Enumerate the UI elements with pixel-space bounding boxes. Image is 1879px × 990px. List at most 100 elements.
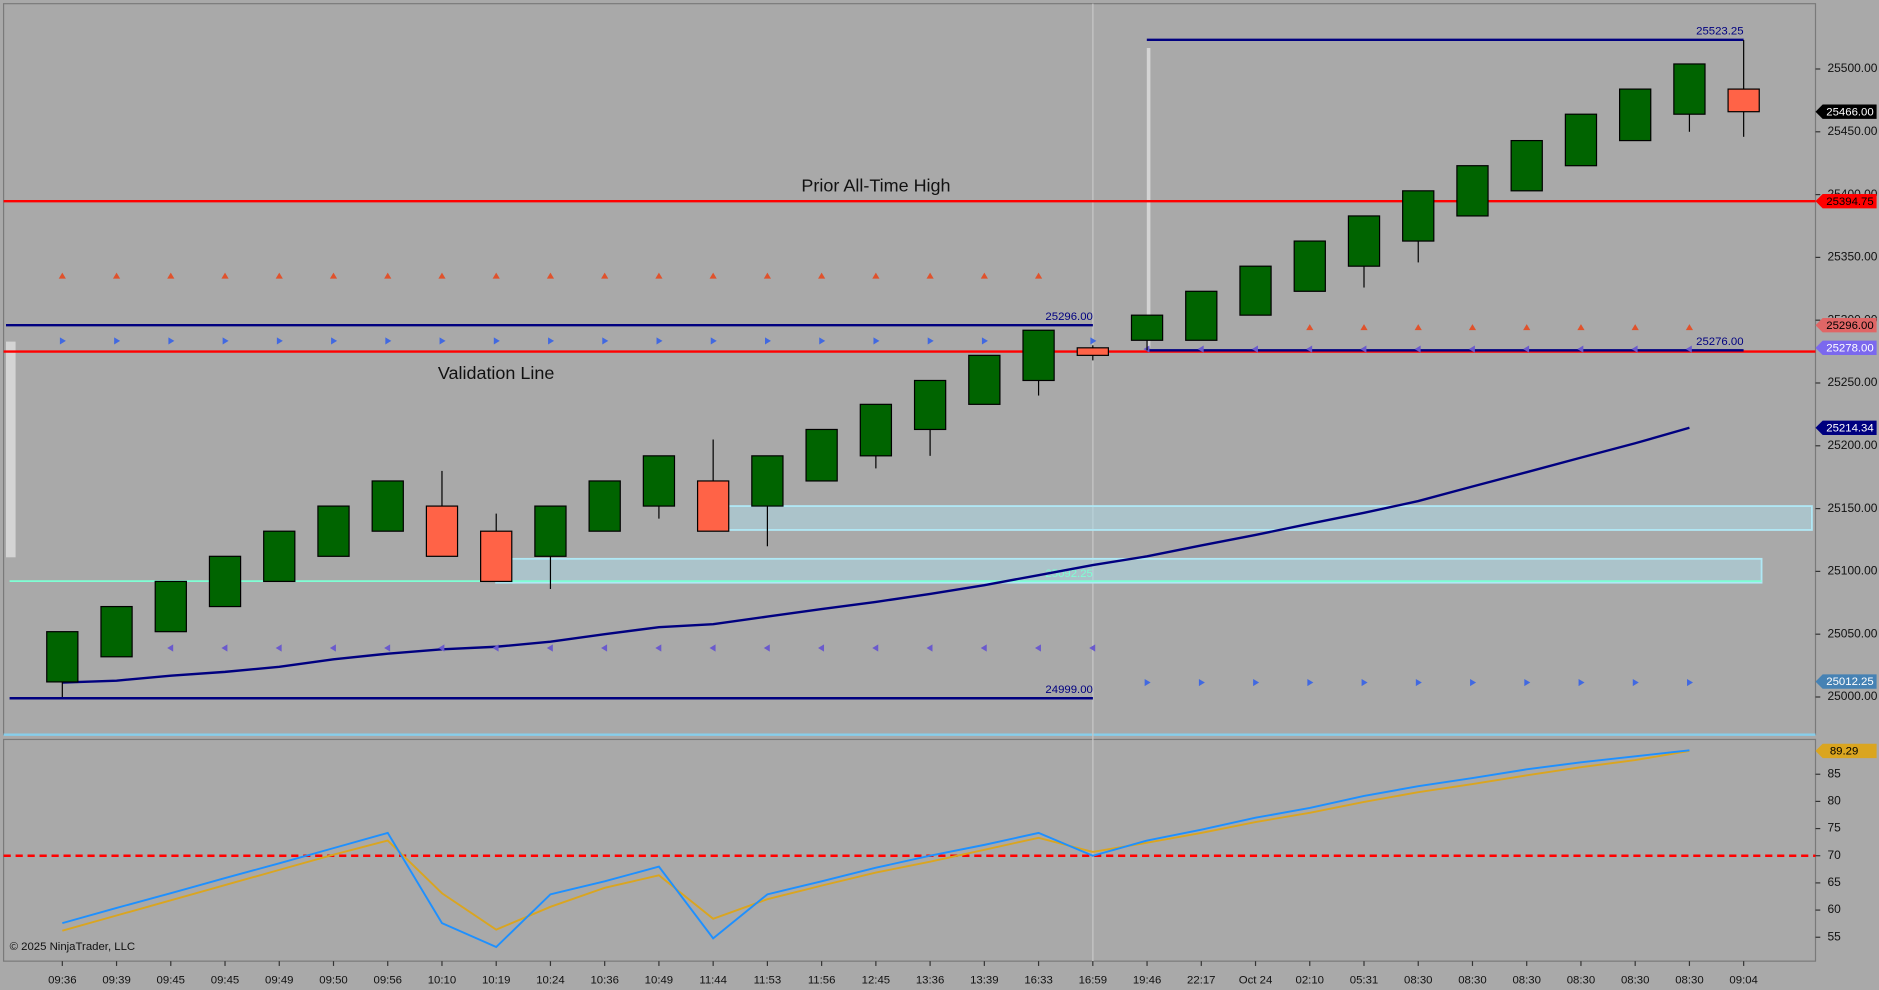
price-flag-label: 25466.00 — [1826, 106, 1873, 118]
y-tick-label: 75 — [1827, 821, 1841, 835]
x-tick-label: 05:31 — [1350, 974, 1378, 986]
candle-body — [1619, 88, 1652, 142]
candle-body — [371, 480, 404, 532]
price-flag-label: 25012.25 — [1826, 676, 1873, 688]
signal-marker — [602, 337, 609, 345]
candle-body — [46, 631, 79, 683]
candle-body — [1456, 165, 1489, 217]
signal-marker — [1144, 678, 1151, 687]
signal-marker — [384, 644, 391, 652]
x-tick-label: 08:30 — [1512, 974, 1540, 986]
signal-marker — [1687, 678, 1694, 687]
candle-body — [1673, 63, 1706, 115]
candle-body — [1239, 265, 1272, 316]
candle-body — [1022, 329, 1055, 382]
x-tick-label: 16:33 — [1024, 974, 1052, 986]
x-tick-label: 08:30 — [1675, 974, 1703, 986]
level-label: 24999.00 — [1045, 684, 1092, 696]
candle-body — [1727, 88, 1760, 113]
signal-marker — [1631, 345, 1638, 353]
level-label: 25296.00 — [1045, 311, 1092, 323]
candle-body — [154, 580, 187, 633]
signal-marker — [1685, 345, 1692, 353]
x-tick-label: 09:45 — [157, 974, 185, 986]
candle-body — [425, 505, 459, 557]
price-flag-label: 25214.34 — [1826, 422, 1873, 434]
signal-marker — [980, 272, 988, 279]
candle-body — [696, 480, 730, 532]
candle-body — [1076, 347, 1109, 356]
x-tick-label: 09:04 — [1729, 974, 1757, 986]
candle-body — [588, 480, 621, 532]
x-tick-label: 09:45 — [211, 974, 239, 986]
volume-profile — [1146, 48, 1151, 348]
signal-marker — [114, 337, 121, 345]
price-flag — [1815, 674, 1877, 689]
signal-marker — [1251, 345, 1258, 353]
candle-body — [208, 555, 242, 608]
signal-marker — [1524, 678, 1531, 687]
x-tick-label: 09:56 — [374, 974, 402, 986]
candle-body — [751, 455, 784, 507]
price-flag — [1815, 420, 1877, 435]
candle-body — [100, 605, 133, 658]
signal-marker — [167, 644, 174, 652]
signal-marker — [709, 644, 716, 652]
signal-marker — [493, 337, 500, 345]
y-tick-label: 25250.00 — [1827, 375, 1877, 389]
x-tick-label: 22:17 — [1187, 974, 1215, 986]
signal-marker — [1685, 324, 1694, 331]
signal-marker — [221, 644, 228, 652]
signal-marker — [492, 644, 499, 652]
candle-body — [1564, 113, 1598, 167]
signal-marker — [1034, 644, 1041, 652]
signal-marker — [385, 337, 392, 345]
signal-marker — [872, 272, 880, 279]
x-tick-label: 10:10 — [428, 974, 456, 986]
volume-profile — [5, 341, 16, 558]
signal-marker — [438, 644, 445, 652]
level-label: 25523.25 — [1696, 25, 1743, 37]
x-tick-label: 09:39 — [102, 974, 130, 986]
y-tick-label: 65 — [1827, 875, 1841, 889]
x-tick-label: 19:46 — [1133, 974, 1161, 986]
signal-marker — [221, 272, 229, 279]
signal-marker — [439, 337, 446, 345]
x-tick-label: 08:30 — [1458, 974, 1486, 986]
signal-marker — [1632, 678, 1639, 687]
signal-marker — [275, 644, 282, 652]
signal-marker — [872, 644, 879, 652]
signal-marker — [548, 337, 555, 345]
signal-marker — [1577, 324, 1585, 331]
signal-marker — [1414, 324, 1422, 331]
signal-marker — [819, 337, 826, 345]
price-flag-label: 25278.00 — [1826, 342, 1873, 354]
candle-body — [859, 403, 893, 457]
signal-marker — [710, 337, 717, 345]
candle-body — [1185, 290, 1218, 341]
signal-marker — [926, 272, 934, 279]
signal-marker — [763, 272, 771, 279]
signal-marker — [1631, 324, 1639, 331]
candle-body — [968, 354, 1001, 405]
x-tick-label: 11:53 — [754, 974, 782, 986]
x-tick-label: 10:49 — [645, 974, 673, 986]
y-tick-label: 60 — [1827, 902, 1841, 916]
signal-marker — [926, 644, 933, 652]
signal-marker — [1306, 324, 1314, 331]
x-tick-label: 02:10 — [1296, 974, 1324, 986]
candle-body — [913, 379, 947, 431]
indicator-line — [62, 749, 1690, 949]
signal-marker — [546, 644, 553, 652]
price-flag — [1815, 193, 1877, 209]
signal-marker — [601, 644, 608, 652]
signal-marker — [168, 337, 175, 345]
candle-body — [480, 530, 513, 583]
signal-marker — [763, 644, 770, 652]
y-tick-label: 25350.00 — [1827, 250, 1877, 264]
y-tick-label: 25150.00 — [1827, 501, 1877, 515]
signal-marker — [873, 337, 880, 345]
